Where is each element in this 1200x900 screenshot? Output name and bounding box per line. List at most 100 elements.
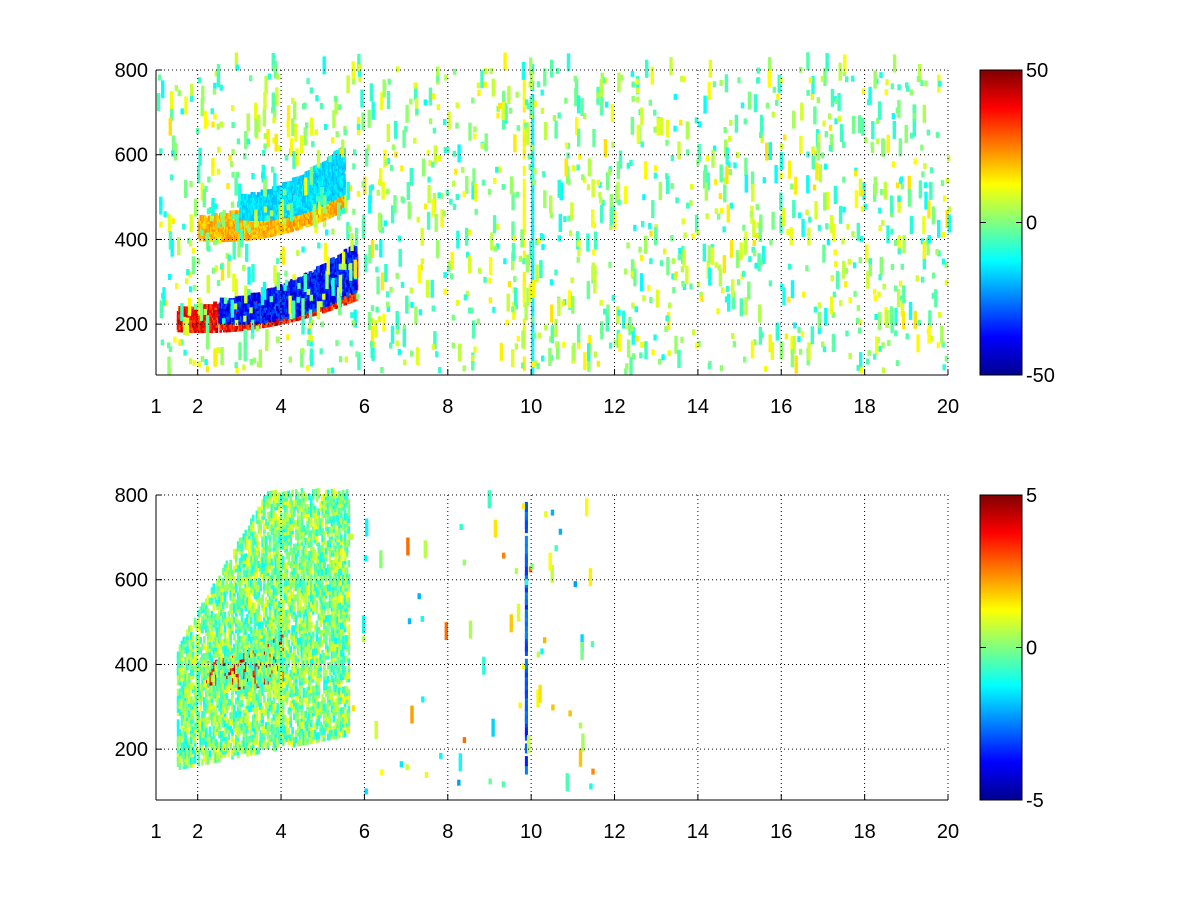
heatmap-cell	[297, 277, 300, 284]
heatmap-cell	[865, 244, 869, 263]
heatmap-cell	[325, 160, 329, 167]
heatmap-cell	[252, 357, 257, 364]
heatmap-cell	[380, 272, 385, 291]
heatmap-cell	[319, 187, 324, 205]
heatmap-cell	[744, 157, 748, 176]
heatmap-cell	[188, 358, 193, 365]
heatmap-cell	[284, 308, 288, 315]
heatmap-cell	[851, 231, 855, 238]
heatmap-cell	[265, 329, 269, 348]
heatmap-cell	[339, 253, 343, 260]
heatmap-cell	[332, 257, 335, 264]
heatmap-cell	[244, 131, 248, 149]
heatmap-cell	[219, 84, 223, 91]
heatmap-cell	[279, 284, 283, 291]
heatmap-cell	[702, 243, 706, 262]
heatmap-cell	[465, 290, 470, 297]
heatmap-cell	[337, 270, 340, 277]
heatmap-cell	[756, 67, 761, 74]
heatmap-cell	[332, 267, 335, 274]
heatmap-cell	[334, 258, 338, 265]
heatmap-cell	[552, 328, 556, 335]
heatmap-cell	[301, 246, 305, 253]
heatmap-cell	[331, 162, 335, 169]
heatmap-cell	[742, 224, 746, 231]
heatmap-cell	[798, 212, 802, 219]
heatmap-cell	[670, 235, 674, 241]
heatmap-cell	[279, 318, 282, 325]
heatmap-cell	[854, 190, 859, 209]
heatmap-cell	[424, 203, 428, 210]
heatmap-cell	[370, 184, 374, 191]
heatmap-cell	[214, 301, 217, 308]
heatmap-cell	[842, 176, 846, 183]
heatmap-cell	[319, 264, 323, 271]
heatmap-cell	[535, 264, 539, 283]
heatmap-cell	[386, 124, 390, 142]
heatmap-cell	[685, 266, 689, 284]
heatmap-cell	[337, 277, 340, 284]
heatmap-cell	[522, 178, 526, 189]
heatmap-cell	[327, 294, 330, 301]
heatmap-cell	[896, 289, 901, 308]
heatmap-cell	[323, 124, 328, 130]
heatmap-cell	[297, 287, 300, 294]
heatmap-cell	[169, 102, 174, 121]
heatmap-cell	[302, 288, 305, 295]
heatmap-cell	[665, 119, 670, 138]
heatmap-cell	[299, 309, 303, 316]
heatmap-cell	[304, 290, 308, 297]
heatmap-cell	[619, 74, 624, 81]
heatmap-cell	[497, 166, 502, 173]
heatmap-cell	[516, 125, 520, 132]
heatmap-cell	[586, 233, 590, 252]
heatmap-cell	[743, 236, 747, 255]
heatmap-cell	[162, 287, 166, 306]
heatmap-cell	[543, 122, 548, 141]
heatmap-cell	[810, 93, 814, 100]
heatmap-cell	[286, 105, 291, 124]
heatmap-cell	[522, 187, 526, 198]
heatmap-cell	[668, 302, 672, 309]
heatmap-cell	[532, 279, 536, 298]
heatmap-cell	[381, 181, 385, 200]
heatmap-cell	[820, 75, 824, 82]
heatmap-cell	[243, 153, 247, 160]
heatmap-cell	[286, 119, 291, 137]
heatmap-cell	[289, 203, 294, 222]
heatmap-cell	[879, 256, 883, 275]
heatmap-cell	[531, 64, 535, 75]
heatmap-cell	[681, 280, 685, 287]
heatmap-cell	[307, 292, 310, 299]
heatmap-cell	[231, 148, 235, 155]
heatmap-cell	[900, 183, 904, 190]
heatmap-cell	[342, 272, 345, 279]
heatmap-cell	[205, 315, 210, 334]
heatmap-cell	[317, 265, 320, 272]
heatmap-cell	[592, 249, 596, 255]
heatmap-cell	[890, 263, 895, 270]
heatmap-cell	[435, 351, 439, 358]
heatmap-cell	[309, 278, 313, 285]
heatmap-cell	[323, 166, 326, 173]
heatmap-cell	[443, 119, 447, 125]
heatmap-cell	[863, 203, 867, 210]
heatmap-cell	[309, 286, 313, 293]
heatmap-cell	[329, 258, 333, 265]
heatmap-cell	[234, 278, 238, 297]
heatmap-cell	[779, 192, 783, 211]
heatmap-cell	[300, 348, 305, 354]
heatmap-cell	[943, 195, 947, 202]
heatmap-cell	[217, 146, 221, 153]
heatmap-cell	[258, 322, 261, 329]
heatmap-cell	[522, 318, 526, 329]
heatmap-cell	[324, 262, 328, 269]
heatmap-cell	[246, 113, 250, 132]
heatmap-cell	[823, 68, 827, 86]
heatmap-cell	[235, 214, 239, 233]
heatmap-cell	[729, 202, 733, 209]
heatmap-cell	[761, 246, 766, 264]
heatmap-cell	[200, 98, 204, 117]
heatmap-cell	[830, 88, 835, 107]
heatmap-cell	[624, 368, 628, 375]
